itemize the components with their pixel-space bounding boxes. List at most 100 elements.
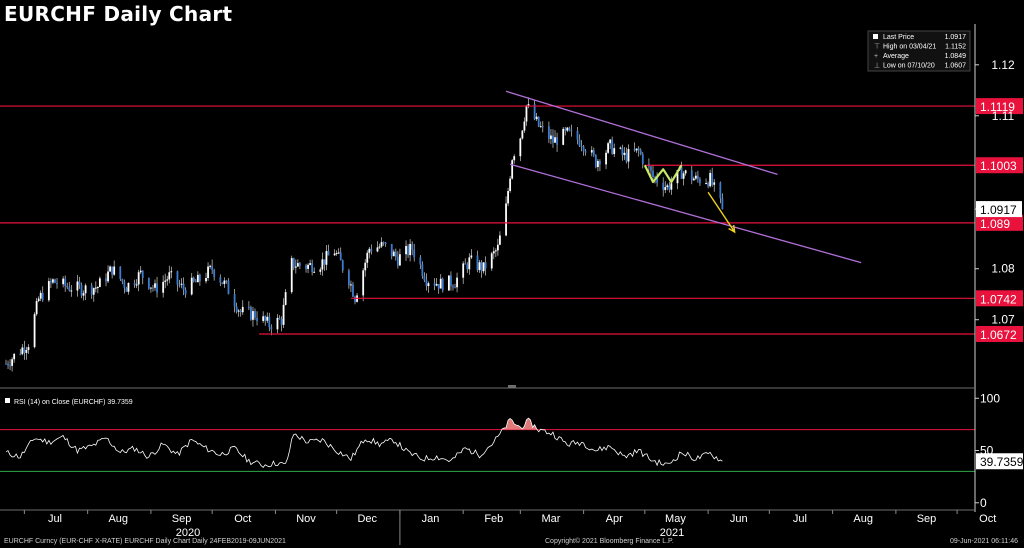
candle-up <box>368 248 371 253</box>
candle-up <box>694 175 697 179</box>
candle-down <box>280 318 283 325</box>
candle-up <box>82 293 85 296</box>
channel-line <box>505 90 778 176</box>
candle-up <box>170 271 173 273</box>
candle-down <box>466 264 469 270</box>
candle-down <box>576 130 579 140</box>
legend-marker: ⊥ <box>874 63 880 70</box>
candle-down <box>394 251 397 257</box>
level-label: 1.1119 <box>980 100 1015 114</box>
candle-down <box>711 172 714 185</box>
candle-down <box>239 310 242 313</box>
candle-up <box>109 266 111 272</box>
candle-up <box>507 190 509 204</box>
candle-up <box>535 116 538 120</box>
x-tick-label: Dec <box>357 513 377 525</box>
candle-down <box>278 317 281 319</box>
candle-down <box>407 246 409 256</box>
candle-up <box>154 283 156 288</box>
candle-up <box>692 178 695 181</box>
candle-up <box>209 265 211 267</box>
candle-down <box>639 150 642 155</box>
candle-up <box>333 253 336 256</box>
candle-down <box>437 284 440 289</box>
x-tick-label: Jan <box>422 513 440 525</box>
x-tick-label: Jul <box>793 513 807 525</box>
candle-down <box>662 182 665 190</box>
candle-up <box>496 244 499 251</box>
candle-down <box>50 281 52 283</box>
candle-up <box>282 304 285 325</box>
candle-up <box>92 288 95 295</box>
candle-down <box>352 284 354 297</box>
candle-down <box>450 275 452 287</box>
candle-down <box>256 317 258 321</box>
level-label-bg <box>976 214 1023 231</box>
candle-up <box>205 278 207 282</box>
candle-down <box>235 306 238 312</box>
rsi-y-tick-label: 100 <box>980 391 1000 405</box>
candle-down <box>339 252 342 261</box>
candle-up <box>266 316 269 321</box>
candle-down <box>156 283 158 293</box>
candle-down <box>247 306 250 308</box>
candle-down <box>176 271 179 285</box>
x-tick-label: Aug <box>108 513 128 525</box>
y-tick-label: 1.07 <box>991 313 1015 327</box>
x-tick-label: Nov <box>296 513 316 525</box>
candle-up <box>33 314 36 348</box>
w-pattern <box>643 164 683 184</box>
candle-up <box>676 170 679 184</box>
candle-down <box>611 139 614 154</box>
candle-up <box>76 281 79 291</box>
candle-up <box>596 160 599 168</box>
candle-down <box>354 296 356 302</box>
candle-down <box>133 282 136 285</box>
candle-down <box>56 282 58 285</box>
candle-up <box>37 298 40 302</box>
candle-up <box>13 353 16 360</box>
candle-up <box>509 178 512 191</box>
candle-up <box>482 262 485 272</box>
y-tick-label: 1.08 <box>991 262 1015 276</box>
candle-up <box>470 255 473 258</box>
candle-up <box>519 138 522 157</box>
panel-splitter-handle <box>508 385 516 388</box>
candle-up <box>664 187 667 190</box>
level-label-bg <box>976 98 1023 115</box>
candle-up <box>276 317 279 330</box>
candle-down <box>105 278 107 282</box>
candle-down <box>556 137 558 145</box>
candle-down <box>5 363 7 365</box>
candle-up <box>296 263 299 267</box>
candle-down <box>621 147 624 155</box>
x-tick-label: Aug <box>853 513 873 525</box>
candle-down <box>533 104 536 120</box>
candle-down <box>23 347 26 353</box>
candle-up <box>607 143 609 153</box>
candle-down <box>123 281 126 288</box>
candle-down <box>111 266 114 275</box>
footer-copyright: Copyright© 2021 Bloomberg Finance L.P. <box>545 538 674 545</box>
candle-up <box>456 277 458 288</box>
candle-up <box>447 275 450 291</box>
legend-label: Last Price <box>883 34 914 41</box>
price-legend: Last Price 1.0917 ⊤ High on 03/04/21 1.1152 +… <box>867 30 971 72</box>
rsi-value-tag-bg <box>976 453 1023 470</box>
candle-up <box>107 271 109 282</box>
legend-label: Average <box>883 53 909 60</box>
x-tick-label: Feb <box>484 513 503 525</box>
rsi-overbought-fill <box>501 418 541 430</box>
candle-down <box>341 260 344 271</box>
candle-down <box>580 145 583 147</box>
candle-down <box>633 148 636 151</box>
candle-down <box>719 182 722 199</box>
legend-value: 1.0849 <box>945 53 967 60</box>
y-tick-label: 1.12 <box>991 58 1015 72</box>
rsi-line <box>5 417 723 468</box>
candle-up <box>609 139 612 144</box>
rsi-y-tick-label: 0 <box>980 496 987 510</box>
candle-up <box>627 148 630 162</box>
candle-down <box>650 166 652 171</box>
